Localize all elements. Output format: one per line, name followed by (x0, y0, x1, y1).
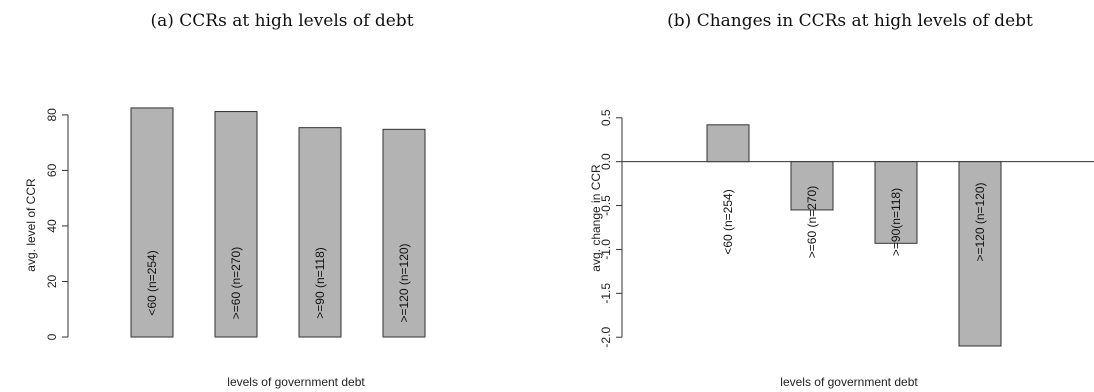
y-tick-label: 0.0 (599, 153, 613, 170)
bar-category-label: >=60 (n=270) (805, 186, 819, 258)
y-tick-label: 40 (45, 219, 59, 233)
chart-b-y-axis: -2.0 -1.5 -1.0 -0.5 0.0 0.5 (599, 109, 623, 348)
bar (706, 124, 750, 163)
y-tick-label: 20 (45, 274, 59, 288)
chart-b-title: (b) Changes in CCRs at high levels of de… (667, 11, 1033, 31)
chart-a-y-axis: 0 20 40 60 80 (45, 108, 69, 340)
chart-b-bar-labels: <60 (n=254) >=60 (n=270) >=90(n=118) >=120 … (721, 182, 987, 261)
y-tick-label: 80 (45, 108, 59, 122)
bar (790, 161, 834, 211)
bar-category-label: >=90 (n=118) (313, 247, 327, 319)
chart-a-bar-labels: <60 (n=254) >=60 (n=270) >=90 (n=118) >=120… (145, 243, 411, 322)
chart-a-ylabel: avg. level of CCR (24, 178, 38, 272)
bar (382, 128, 426, 338)
bar-category-label: >=90(n=118) (889, 188, 903, 256)
bar (214, 111, 258, 338)
y-tick-label: -0.5 (599, 195, 613, 216)
y-tick-label: -1.0 (599, 239, 613, 260)
chart-b-bars (706, 124, 1002, 347)
bar-category-label: >=120 (n=120) (397, 243, 411, 322)
bar (130, 107, 174, 338)
bar (958, 161, 1002, 347)
chart-b-xlabel: levels of government debt (780, 375, 918, 389)
bar (874, 161, 918, 244)
chart-a-title: (a) CCRs at high levels of debt (150, 11, 413, 31)
y-tick-label: 60 (45, 163, 59, 177)
bar-category-label: <60 (n=254) (721, 189, 735, 254)
y-tick-label: -2.0 (599, 327, 613, 348)
y-tick-label: 0.5 (599, 109, 613, 126)
bar-category-label: <60 (n=254) (145, 250, 159, 315)
y-tick-label: -1.5 (599, 283, 613, 304)
chart-a-xlabel: levels of government debt (227, 375, 365, 389)
y-tick-label: 0 (45, 333, 59, 340)
bar-category-label: >=120 (n=120) (973, 182, 987, 261)
chart-panel-a: (a) CCRs at high levels of debt avg. lev… (24, 11, 426, 389)
bar-category-label: >=60 (n=270) (229, 247, 243, 319)
chart-b-ylabel: avg. change in CCR (589, 164, 603, 272)
chart-a-bars (130, 107, 426, 338)
chart-panel-b: (b) Changes in CCRs at high levels of de… (589, 11, 1094, 389)
bar (298, 127, 342, 338)
